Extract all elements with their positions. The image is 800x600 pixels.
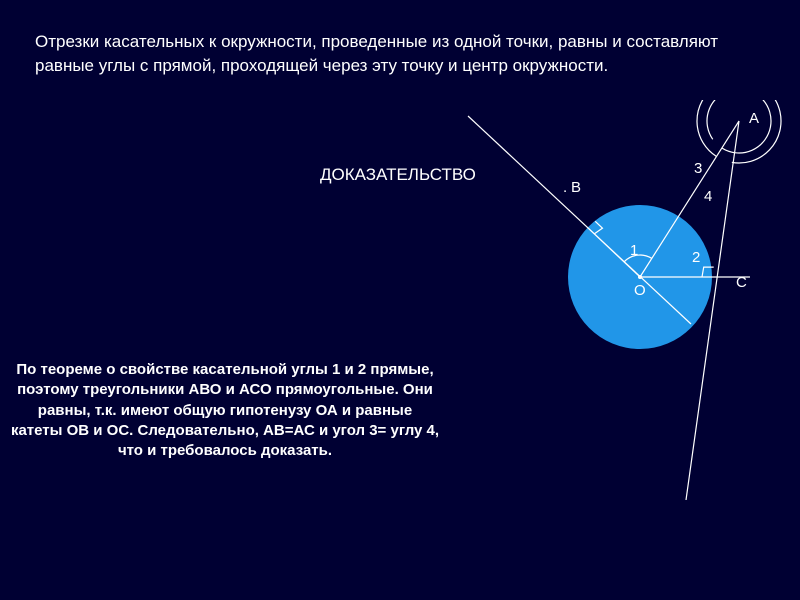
- svg-text:О: О: [634, 282, 646, 299]
- svg-text:3: 3: [694, 160, 702, 177]
- svg-text:А: А: [749, 110, 759, 127]
- svg-text:4: 4: [704, 188, 712, 205]
- svg-text:1: 1: [630, 242, 638, 259]
- svg-text:С: С: [736, 274, 747, 291]
- theorem-title: Отрезки касательных к окружности, провед…: [35, 30, 765, 78]
- svg-text:2: 2: [692, 249, 700, 266]
- proof-body: По теореме о свойстве касательной углы 1…: [10, 360, 440, 461]
- svg-text:.: .: [563, 179, 567, 196]
- geometry-diagram: А.В С О 1 2 34: [450, 100, 790, 500]
- svg-text:В: В: [571, 179, 581, 196]
